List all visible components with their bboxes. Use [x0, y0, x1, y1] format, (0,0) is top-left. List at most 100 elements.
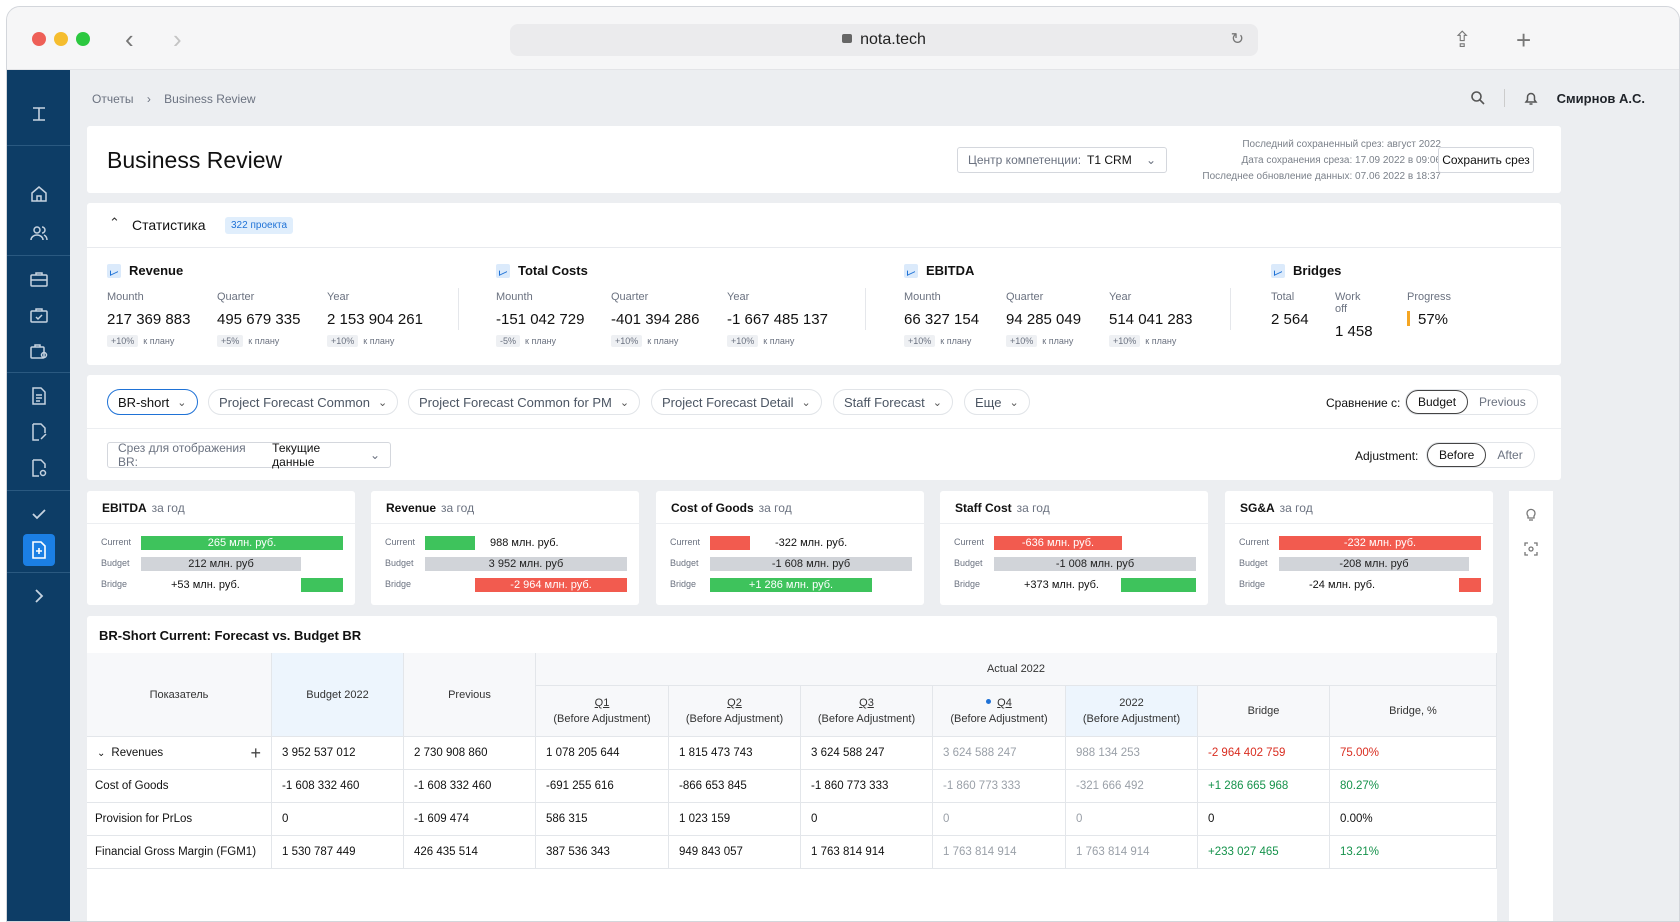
kpi-row-label: Bridge — [1239, 579, 1266, 589]
table-cell: -1 860 773 333 — [933, 770, 1066, 803]
q2-header-adj: (Before Adjustment) — [685, 713, 784, 725]
stat-pct: -5% — [496, 335, 521, 347]
slice-label: Срез для отображения BR: — [118, 441, 246, 469]
kpi-bar: 3 952 млн. руб — [425, 557, 627, 571]
stat-column: Quarter 94 285 049 +10% к плану — [1006, 291, 1081, 347]
close-window-button[interactable] — [32, 32, 46, 46]
browser-window: ‹ › nota.tech ↻ ⇪ + Отчеты › Business Rev… — [6, 6, 1680, 922]
reload-icon[interactable]: ↻ — [1230, 31, 1244, 48]
breadcrumb-root[interactable]: Отчеты — [92, 92, 134, 106]
compare-budget-option[interactable]: Budget — [1406, 390, 1469, 414]
compare-previous-option[interactable]: Previous — [1479, 395, 1526, 409]
briefcase-icon[interactable] — [23, 263, 55, 295]
table-cell: 13.21% — [1330, 836, 1497, 869]
stat-pct: +10% — [904, 335, 936, 347]
stat-column: Year 514 041 283 +10% к плану — [1109, 291, 1193, 347]
chevron-down-icon: ⌄ — [177, 396, 187, 409]
document-edit-icon[interactable] — [23, 416, 55, 448]
address-bar[interactable]: nota.tech ↻ — [510, 24, 1258, 56]
home-icon[interactable] — [23, 178, 55, 210]
search-icon[interactable] — [1470, 90, 1486, 106]
report-icon[interactable] — [23, 534, 55, 566]
briefcase-check-icon[interactable] — [23, 299, 55, 331]
share-icon[interactable]: ⇪ — [1453, 27, 1472, 52]
stat-plan-delta: +10% к плану — [611, 335, 699, 347]
q1-header-top: Q1 — [595, 695, 610, 711]
q3-header-link[interactable]: Q3 — [859, 697, 874, 709]
q2-header-link[interactable]: Q2 — [727, 697, 742, 709]
stat-pct: +5% — [217, 335, 244, 347]
statistics-header[interactable]: ⌃ Статистика 322 проекта — [87, 203, 1561, 248]
meta-save-date: Дата сохранения среза: 17.09 2022 в 09:0… — [1241, 155, 1441, 166]
chevron-up-icon[interactable]: ⌃ — [109, 215, 120, 230]
stat-label: Year — [1109, 291, 1132, 303]
stat-value-text: 2 564 — [1271, 311, 1309, 328]
forward-icon[interactable]: › — [173, 24, 182, 54]
report-tab[interactable]: BR-short ⌄ — [107, 389, 198, 415]
kpi-row-budget: Budget 3 952 млн. руб — [385, 557, 630, 571]
kpi-divider — [656, 523, 924, 524]
save-slice-button[interactable]: Сохранить срез — [1438, 147, 1534, 173]
report-tab-label: BR-short — [118, 394, 170, 410]
kpi-value: +373 млн. руб. — [1024, 579, 1099, 591]
kpi-divider — [940, 523, 1208, 524]
maximize-window-button[interactable] — [76, 32, 90, 46]
lightbulb-icon[interactable] — [1523, 506, 1539, 522]
back-icon[interactable]: ‹ — [125, 24, 134, 54]
document-search-icon[interactable] — [23, 452, 55, 484]
report-tab[interactable]: Project Forecast Common for PM ⌄ — [408, 389, 641, 415]
users-icon[interactable] — [23, 217, 55, 249]
kpi-value: +53 млн. руб. — [171, 579, 240, 591]
focus-icon[interactable] — [1523, 541, 1539, 557]
report-tab[interactable]: Project Forecast Detail ⌄ — [651, 389, 822, 415]
meta-last-slice: Последний сохраненный срез: август 2022 — [1242, 139, 1441, 150]
competence-select[interactable]: Центр компетенции: T1 CRM ⌄ — [957, 147, 1167, 173]
chevron-down-icon: ⌄ — [932, 396, 942, 409]
stat-value: 2 564 — [1271, 311, 1309, 328]
kpi-card: Revenue за год Current 988 млн. руб. Budget 3… — [371, 491, 639, 605]
menu-icon[interactable] — [23, 98, 55, 130]
add-row-icon[interactable]: + — [250, 742, 261, 763]
report-tab[interactable]: Project Forecast Common ⌄ — [208, 389, 399, 415]
adjustment-before-option[interactable]: Before — [1427, 443, 1487, 467]
stat-value-text: 514 041 283 — [1109, 311, 1193, 328]
kpi-value: 988 млн. руб. — [490, 537, 559, 549]
new-tab-icon[interactable]: + — [1516, 25, 1532, 55]
table-cell: -2 964 402 759 — [1198, 737, 1330, 770]
bell-icon[interactable] — [1523, 90, 1539, 106]
table-cell: -866 653 845 — [669, 770, 801, 803]
chevron-down-icon: ⌄ — [801, 396, 811, 409]
table-row-name[interactable]: ⌄ Revenues + — [87, 737, 272, 770]
stat-value: 94 285 049 — [1006, 311, 1081, 328]
briefcase-search-icon[interactable] — [23, 335, 55, 367]
table-cell: -691 255 616 — [536, 770, 669, 803]
adjustment-after-option[interactable]: After — [1497, 448, 1523, 462]
check-icon[interactable] — [23, 498, 55, 530]
q1-header-link[interactable]: Q1 — [594, 697, 610, 709]
q4-header-link[interactable]: Q4 — [997, 697, 1012, 709]
kpi-bar — [425, 536, 475, 550]
stat-plan-delta: +10% к плану — [727, 335, 828, 347]
indicator-header: Показатель — [87, 653, 272, 737]
chevron-down-icon[interactable]: ⌄ — [97, 747, 106, 759]
stat-pct: +10% — [1006, 335, 1038, 347]
kpi-name: Cost of Goods — [671, 501, 754, 515]
stat-label: Mounth — [904, 291, 941, 303]
table-cell: 1 530 787 449 — [272, 836, 404, 869]
kpi-row-current: Current -232 млн. руб. — [1239, 536, 1484, 550]
kpi-divider — [1225, 523, 1493, 524]
slice-select[interactable]: Срез для отображения BR: Текущие данные … — [107, 441, 391, 469]
kpi-row-current: Current -322 млн. руб. — [670, 536, 915, 550]
user-name[interactable]: Смирнов А.С. — [1556, 90, 1645, 106]
bridge-pct-header-label: Bridge, % — [1389, 705, 1437, 717]
expand-sidebar-icon[interactable] — [23, 580, 55, 612]
report-tab-label: Project Forecast Common for PM — [419, 394, 612, 410]
stat-value-text: 1 458 — [1335, 323, 1373, 340]
document-icon[interactable] — [23, 380, 55, 412]
kpi-bar: -636 млн. руб. — [994, 536, 1122, 550]
minimize-window-button[interactable] — [54, 32, 68, 46]
progress-marker — [1407, 311, 1410, 326]
kpi-row-current: Current 988 млн. руб. — [385, 536, 630, 550]
report-tab[interactable]: Еще ⌄ — [964, 389, 1030, 415]
report-tab[interactable]: Staff Forecast ⌄ — [833, 389, 953, 415]
